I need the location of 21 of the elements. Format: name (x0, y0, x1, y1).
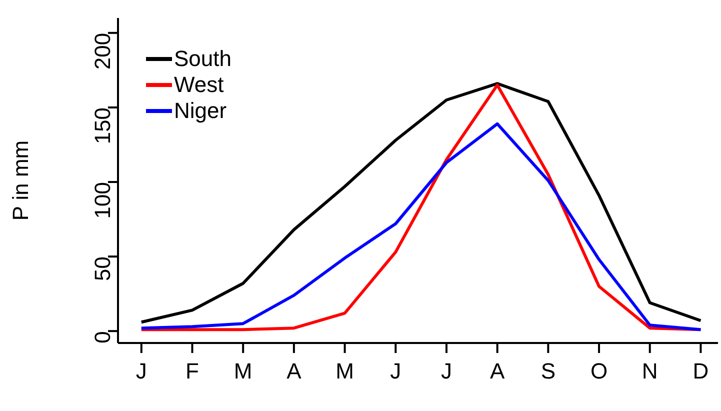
x-tick-label: F (186, 358, 199, 384)
x-tick-label: J (390, 358, 402, 384)
x-tick-label: D (692, 358, 709, 384)
legend-label: West (174, 72, 224, 98)
y-tick-label: 150 (90, 107, 115, 144)
y-tick-label: 50 (90, 256, 115, 282)
y-axis-title: P in mm (8, 140, 33, 221)
y-tick-label: 0 (90, 331, 115, 344)
x-tick-label: A (286, 358, 302, 384)
x-tick-label: N (642, 358, 658, 384)
legend-label: Niger (174, 98, 227, 124)
x-tick-label: S (540, 358, 556, 384)
y-tick-label: 100 (90, 182, 115, 219)
x-tick-label: O (590, 358, 608, 384)
x-tick-label: M (234, 358, 252, 384)
x-tick-label: J (136, 358, 147, 384)
x-tick-label: J (440, 358, 452, 384)
x-tick-label: M (336, 358, 354, 384)
x-tick-label: A (490, 358, 505, 384)
y-tick-label: 200 (90, 32, 115, 70)
legend-label: South (174, 46, 232, 72)
